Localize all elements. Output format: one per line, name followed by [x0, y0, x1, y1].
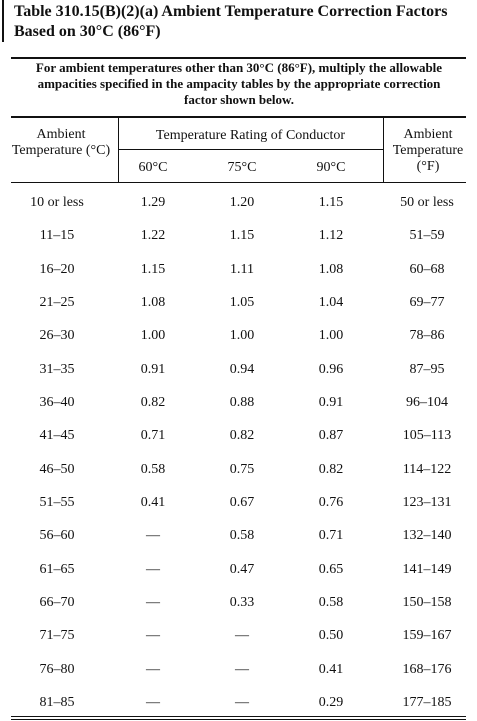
table-bottom-rule	[11, 716, 466, 717]
table-cell: 177–185	[402, 694, 452, 710]
table-cell: 150–158	[402, 594, 452, 610]
table-cell: 0.41	[140, 494, 166, 510]
col-divider	[383, 117, 384, 183]
table-cell: 0.88	[229, 394, 255, 410]
table-cell: —	[146, 528, 160, 544]
table-cell: 141–149	[402, 561, 452, 577]
table-cell: —	[146, 694, 160, 710]
table-cell: 0.71	[140, 428, 166, 444]
table-cell: 0.65	[318, 561, 344, 577]
table-cell: 1.29	[140, 195, 166, 210]
table-cell: 0.58	[140, 461, 166, 477]
col-divider	[118, 117, 119, 183]
table-cell: 1.22	[140, 228, 166, 244]
col-header: 75°C	[227, 160, 257, 175]
table-cell: 51–55	[39, 494, 75, 510]
table-cell: 69–77	[409, 294, 445, 310]
col-header: 60°C	[138, 160, 168, 175]
table-cell: 0.76	[318, 494, 344, 510]
title: Table 310.15(B)(2)(a) Ambient Temperatur…	[14, 3, 448, 40]
table-cell: 0.33	[229, 594, 255, 610]
header-rule	[11, 182, 466, 183]
table-cell: 56–60	[39, 528, 75, 544]
table-cell: 168–176	[402, 661, 452, 677]
table-top-rule	[11, 116, 466, 118]
table-bottom-rule	[11, 719, 466, 720]
table-cell: 46–50	[39, 461, 75, 477]
table-cell: 1.00	[318, 328, 344, 344]
table-cell: 1.08	[140, 294, 166, 310]
table-cell: 1.05	[229, 294, 255, 310]
table-cell: —	[146, 628, 160, 644]
table-cell: —	[146, 661, 160, 677]
table-cell: 1.00	[140, 328, 166, 344]
table-cell: 159–167	[402, 628, 452, 644]
table-cell: 1.15	[318, 195, 344, 210]
table-cell: 0.82	[140, 394, 166, 410]
table-cell: 61–65	[39, 561, 75, 577]
table-cell: 0.71	[318, 528, 344, 544]
table-cell: 132–140	[402, 528, 452, 544]
note-rule	[11, 57, 466, 59]
table-cell: 71–75	[39, 628, 75, 644]
title-bar	[2, 0, 4, 42]
table-cell: 0.50	[318, 628, 344, 644]
table-cell: —	[235, 628, 249, 644]
table-cell: 0.75	[229, 461, 255, 477]
table-cell: 1.15	[229, 228, 255, 244]
table-cell: 105–113	[402, 428, 452, 444]
table-cell: 81–85	[39, 694, 75, 710]
table-cell: 51–59	[409, 228, 445, 244]
col-header: 90°C	[316, 160, 346, 175]
table-cell: 31–35	[39, 361, 75, 377]
table-cell: 11–15	[39, 228, 75, 244]
table-cell: 66–70	[39, 594, 75, 610]
table-cell: 0.82	[318, 461, 344, 477]
table-cell: —	[146, 594, 160, 610]
table-cell: 0.41	[318, 661, 344, 677]
table-cell: 76–80	[39, 661, 75, 677]
table-cell: 1.11	[230, 261, 254, 277]
group-rule	[118, 149, 383, 150]
table-cell: 21–25	[39, 294, 75, 310]
table-cell: 123–131	[402, 494, 452, 510]
table-cell: 36–40	[39, 394, 75, 410]
table-cell: 50 or less	[400, 195, 454, 210]
table-cell: 0.96	[318, 361, 344, 377]
table-cell: 0.91	[140, 361, 166, 377]
table-cell: —	[235, 661, 249, 677]
table-cell: 114–122	[402, 461, 452, 477]
col-header: Ambient Temperature (°C)	[11, 127, 111, 158]
table-cell: 60–68	[409, 261, 445, 277]
table-cell: 26–30	[39, 328, 75, 344]
table-cell: —	[235, 694, 249, 710]
table-cell: 1.20	[229, 195, 255, 210]
note: For ambient temperatures other than 30°C…	[35, 60, 443, 107]
table-cell: 0.91	[318, 394, 344, 410]
table-cell: 16–20	[39, 261, 75, 277]
col-group-header: Temperature Rating of Conductor	[155, 128, 346, 143]
table-cell: 1.00	[229, 328, 255, 344]
table-cell: 0.58	[318, 594, 344, 610]
table-cell: 1.12	[318, 228, 344, 244]
table-cell: 0.47	[229, 561, 255, 577]
table-cell: 1.04	[318, 294, 344, 310]
table-cell: 96–104	[406, 394, 448, 410]
table-cell: 1.15	[140, 261, 166, 277]
table-cell: 0.67	[229, 494, 255, 510]
col-header: Ambient Temperature (°F)	[392, 127, 464, 174]
table-cell: —	[146, 561, 160, 577]
table-cell: 0.58	[229, 528, 255, 544]
table-cell: 87–95	[409, 361, 445, 377]
table-cell: 0.82	[229, 428, 255, 444]
table-cell: 78–86	[409, 328, 445, 344]
table-cell: 0.29	[318, 694, 344, 710]
table-cell: 1.08	[318, 261, 344, 277]
table-cell: 0.87	[318, 428, 344, 444]
table-cell: 10 or less	[30, 195, 84, 210]
table-cell: 41–45	[39, 428, 75, 444]
table-cell: 0.94	[229, 361, 255, 377]
